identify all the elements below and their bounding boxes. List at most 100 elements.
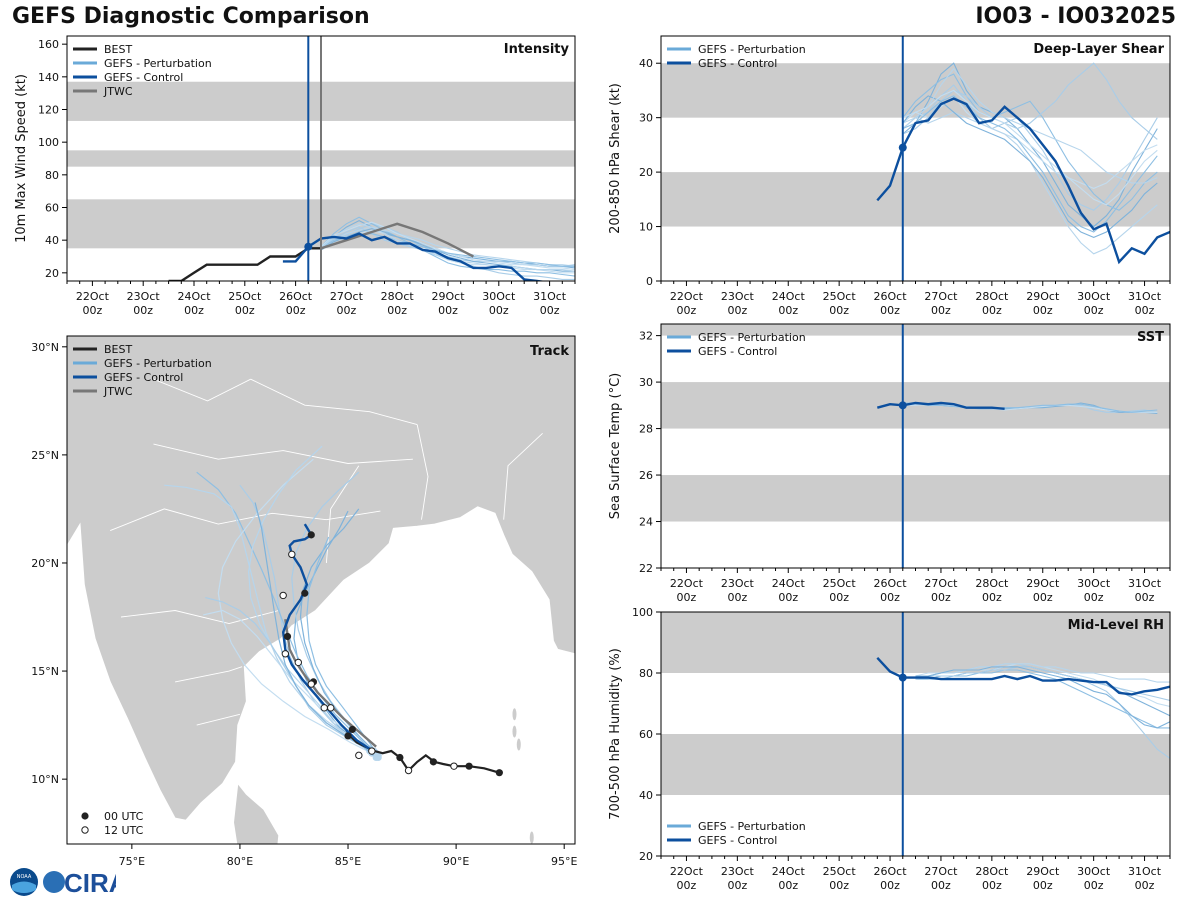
y-tick-label: 0 — [646, 275, 653, 288]
x-tick-label: 31Oct — [533, 290, 567, 303]
x-tick-label: 00z — [1033, 304, 1053, 317]
island — [529, 831, 534, 844]
state-border — [153, 443, 413, 464]
legend-label: GEFS - Control — [104, 371, 183, 384]
x-tick-label: 28Oct — [975, 865, 1009, 878]
legend-label: BEST — [104, 43, 132, 56]
island — [512, 725, 517, 738]
x-tick-label: 00z — [727, 879, 747, 892]
x-tick-label: 00z — [727, 591, 747, 604]
marker-12utc — [294, 658, 303, 667]
y-axis-title: 10m Max Wind Speed (kt) — [14, 74, 29, 243]
perturbation-track — [306, 536, 379, 756]
x-tick-label: 31Oct — [1128, 290, 1162, 303]
legend-label: GEFS - Perturbation — [104, 57, 212, 70]
x-tick-label: 25Oct — [823, 290, 857, 303]
y-tick-label: 120 — [38, 104, 59, 117]
x-tick-label: 00z — [184, 304, 204, 317]
marker-12utc — [279, 591, 287, 600]
x-tick-label: 00z — [1135, 304, 1155, 317]
x-tick-label: 00z — [880, 304, 900, 317]
x-tick-label: 00z — [1084, 879, 1104, 892]
perturbation-line — [902, 402, 1158, 413]
x-tick-label: 00z — [1033, 591, 1053, 604]
panel-title: Deep-Layer Shear — [1033, 42, 1164, 57]
y-tick-label: 80 — [45, 169, 59, 182]
marker-12utc — [307, 680, 315, 688]
x-tick-label: 31Oct — [1128, 865, 1162, 878]
perturbation-line — [902, 62, 1158, 140]
marker-12utc — [327, 704, 335, 712]
shade-band — [661, 63, 1170, 118]
x-tick-label: 00z — [778, 304, 798, 317]
y-axis-title: Sea Surface Temp (°C) — [608, 373, 623, 520]
sst-plot-area — [876, 401, 1158, 415]
x-tick-label: 27Oct — [924, 865, 958, 878]
marker-12utc — [320, 704, 328, 712]
legend-label: 00 UTC — [104, 810, 144, 823]
x-tick-label: 28Oct — [975, 290, 1009, 303]
perturbation-line — [902, 84, 1158, 211]
perturbation-line — [902, 89, 1158, 206]
sst-panel: 22Oct00z23Oct00z24Oct00z25Oct00z26Oct00z… — [608, 323, 1171, 604]
x-tick-label: 00z — [982, 591, 1002, 604]
x-tick-label: 00z — [489, 304, 509, 317]
x-tick-label: 00z — [286, 304, 306, 317]
perturbation-start — [372, 754, 380, 762]
x-tick-label: 80°E — [227, 855, 253, 868]
state-border — [110, 508, 381, 532]
x-tick-label: 23Oct — [721, 577, 755, 590]
y-tick-label: 40 — [639, 789, 653, 802]
y-tick-label: 25°N — [31, 449, 59, 462]
x-tick-label: 00z — [1135, 879, 1155, 892]
y-tick-label: 40 — [45, 234, 59, 247]
x-tick-label: 30Oct — [1077, 865, 1111, 878]
y-tick-label: 32 — [639, 330, 653, 343]
y-tick-label: 30°N — [31, 341, 59, 354]
legend-label: GEFS - Control — [698, 834, 777, 847]
state-border — [153, 378, 251, 402]
legend-label: GEFS - Control — [698, 345, 777, 358]
x-tick-label: 26Oct — [279, 290, 313, 303]
perturbation-track — [217, 458, 373, 754]
island — [512, 708, 517, 721]
best-line — [168, 247, 321, 281]
x-tick-label: 00z — [235, 304, 255, 317]
marker-12utc — [288, 550, 296, 559]
y-tick-label: 24 — [639, 516, 653, 529]
y-tick-label: 20 — [639, 166, 653, 179]
y-tick-label: 22 — [639, 562, 653, 575]
legend-marker-12utc — [81, 826, 89, 834]
x-tick-label: 30Oct — [1077, 290, 1111, 303]
legend-marker-00utc — [81, 812, 89, 820]
x-tick-label: 75°E — [119, 855, 145, 868]
x-tick-label: 00z — [133, 304, 153, 317]
x-tick-label: 27Oct — [924, 290, 958, 303]
noaa-logo-text: NOAA — [17, 874, 32, 880]
control-line — [876, 97, 1170, 265]
x-tick-label: 00z — [829, 591, 849, 604]
y-tick-label: 10 — [639, 221, 653, 234]
x-tick-label: 00z — [931, 304, 951, 317]
x-tick-label: 29Oct — [1026, 290, 1060, 303]
perturbation-track — [247, 445, 375, 754]
x-tick-label: 00z — [387, 304, 407, 317]
legend-label: BEST — [104, 343, 132, 356]
marker-00utc — [344, 732, 352, 740]
y-tick-label: 100 — [38, 136, 59, 149]
storm-id-title: IO03 - IO032025 — [975, 4, 1176, 29]
y-tick-label: 28 — [639, 423, 653, 436]
y-tick-label: 20 — [639, 850, 653, 863]
intensity-plot-area — [168, 216, 575, 281]
x-tick-label: 00z — [727, 304, 747, 317]
x-tick-label: 23Oct — [721, 865, 755, 878]
x-tick-label: 28Oct — [381, 290, 415, 303]
x-tick-label: 00z — [337, 304, 357, 317]
x-tick-label: 29Oct — [431, 290, 465, 303]
x-tick-label: 24Oct — [772, 577, 806, 590]
legend-label: JTWC — [103, 385, 133, 398]
marker-00utc — [301, 589, 309, 597]
shade-band — [661, 324, 1170, 336]
shade-band — [661, 475, 1170, 522]
